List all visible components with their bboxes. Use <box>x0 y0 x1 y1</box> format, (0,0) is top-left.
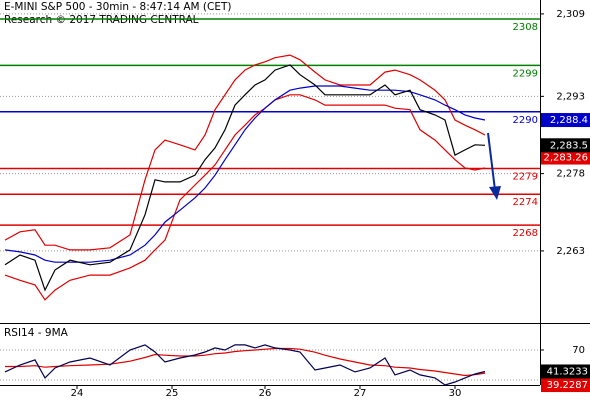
x-tick-label: 24 <box>71 388 84 399</box>
value-tag: 41.3233 <box>541 364 590 379</box>
level-label: 2308 <box>513 22 538 33</box>
arrow-shaft <box>487 132 496 191</box>
value-tag-label: 41.3233 <box>547 366 588 377</box>
arrow-head <box>489 186 501 200</box>
value-tag-label: 2,283.26 <box>543 153 588 164</box>
value-tag: 2,283.5 <box>541 138 590 153</box>
chart-subtitle: Research © 2017 TRADING CENTRAL <box>4 14 199 26</box>
level-label: 2290 <box>513 115 538 126</box>
y-tick-label: 70 <box>572 345 585 356</box>
y-tick-label: 2,278 <box>556 169 585 180</box>
value-tag: 2,288.4 <box>541 113 590 128</box>
value-tag-box <box>541 378 590 393</box>
series-line <box>4 54 486 251</box>
series-line <box>4 64 486 292</box>
y-tick-label: 2,293 <box>556 91 585 102</box>
x-tick-label: 26 <box>259 388 272 399</box>
arrow <box>487 132 501 200</box>
chart-title: E-MINI S&P 500 - 30min - 8:47:14 AM (CET… <box>4 1 232 13</box>
value-tag-label: 2,283.5 <box>550 140 588 151</box>
value-tag-box <box>541 113 590 128</box>
x-tick-label: 27 <box>354 388 367 399</box>
value-tag-box <box>541 138 590 153</box>
level-label: 2299 <box>513 68 538 79</box>
level-label: 2279 <box>513 171 538 182</box>
value-tag: 39.2287 <box>541 378 590 393</box>
panel-title: RSI14 - 9MA <box>4 327 69 339</box>
series-line <box>4 94 486 301</box>
y-tick-label: 2,309 <box>556 9 585 20</box>
value-tag-box <box>541 150 590 165</box>
x-tick-label: 30 <box>449 388 462 399</box>
value-tag-label: 2,288.4 <box>550 115 588 126</box>
value-tag-box <box>541 364 590 379</box>
level-label: 2274 <box>513 197 538 208</box>
series-line <box>5 347 486 377</box>
y-tick-label: 2,263 <box>556 246 585 257</box>
value-tag: 2,283.26 <box>541 150 590 165</box>
series-line <box>4 344 486 386</box>
level-label: 2268 <box>513 228 538 239</box>
series-line <box>4 85 486 263</box>
x-tick-label: 25 <box>166 388 179 399</box>
value-tag-label: 39.2287 <box>547 380 588 391</box>
